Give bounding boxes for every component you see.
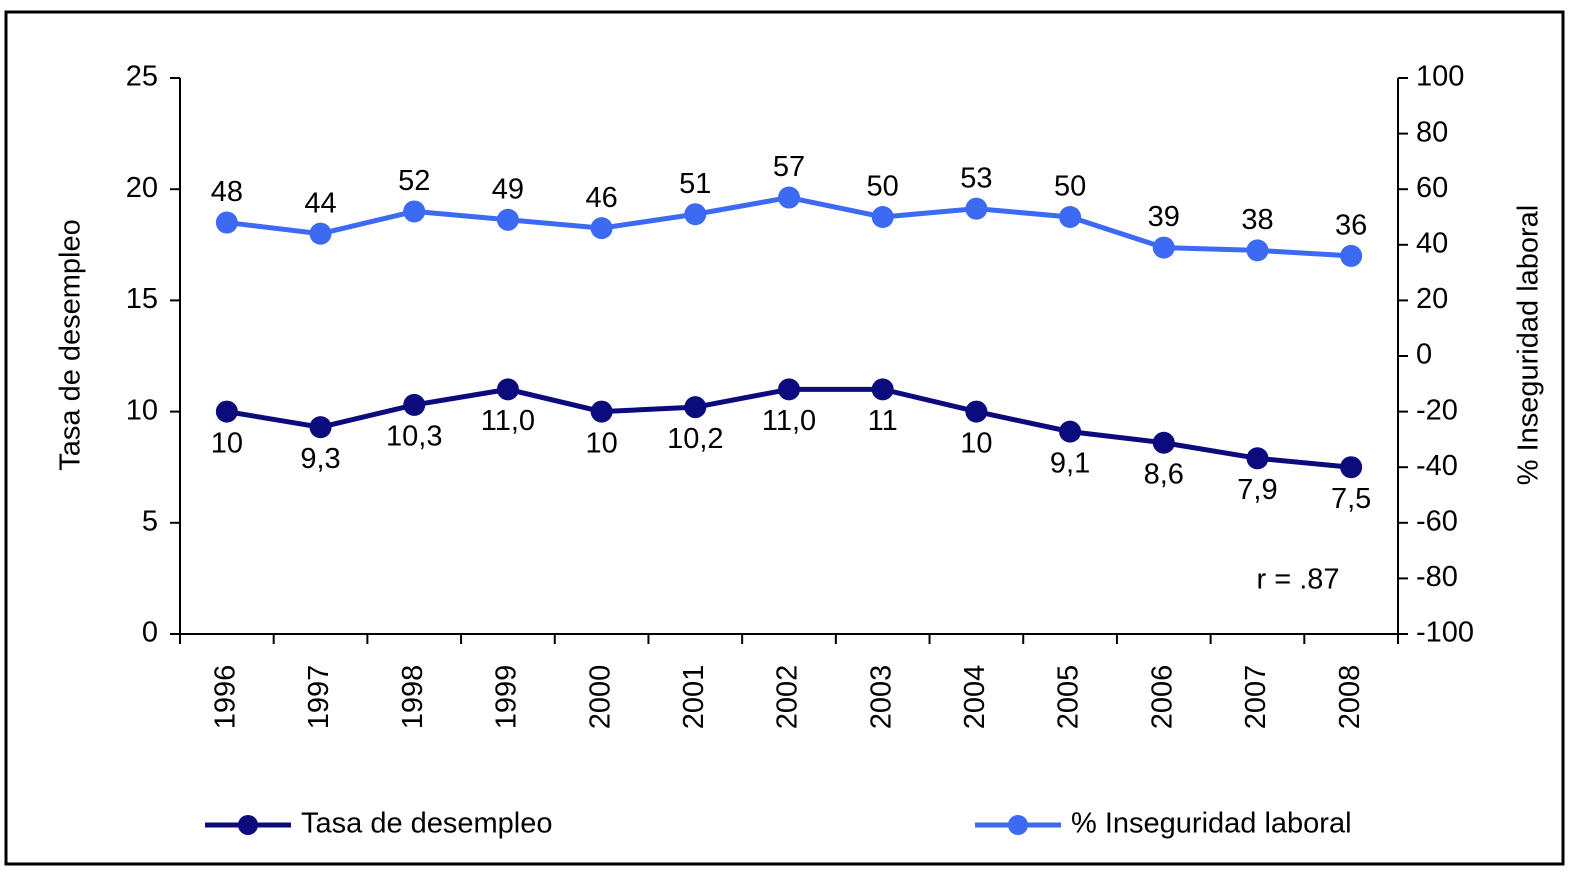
y-axis-title: Tasa de desempleo — [55, 219, 87, 471]
data-point — [871, 378, 894, 401]
data-label: 39 — [1148, 201, 1180, 233]
data-point — [965, 197, 988, 220]
data-point — [215, 400, 238, 423]
y2-tick-label: 0 — [1416, 339, 1432, 371]
data-label: 10 — [585, 427, 617, 459]
data-label: 11 — [868, 405, 898, 437]
data-point — [1340, 244, 1363, 267]
legend-marker — [1008, 815, 1028, 835]
data-label: 57 — [773, 151, 805, 183]
y2-tick-label: 20 — [1416, 283, 1448, 315]
data-label: 36 — [1335, 210, 1367, 242]
data-label: 9,3 — [300, 443, 340, 475]
data-label: 50 — [1054, 171, 1086, 203]
data-label: 10,3 — [386, 421, 442, 453]
data-label: 10 — [211, 427, 243, 459]
data-point — [1059, 206, 1082, 228]
data-label: 53 — [960, 162, 992, 194]
y2-tick-label: 60 — [1416, 172, 1448, 204]
data-label: 7,9 — [1237, 474, 1277, 506]
x-tick-label: 2003 — [865, 665, 897, 730]
data-label: 11,0 — [762, 405, 816, 437]
annotation: r = .87 — [1256, 564, 1339, 596]
legend-label: % Inseguridad laboral — [1071, 808, 1352, 840]
data-point — [590, 217, 613, 240]
y2-tick-label: 80 — [1416, 116, 1448, 148]
data-point — [590, 400, 613, 423]
chart-border — [4, 10, 1565, 866]
y-tick-label: 10 — [126, 394, 158, 426]
x-tick-label: 2001 — [678, 665, 710, 730]
x-tick-label: 2005 — [1053, 665, 1085, 730]
data-label: 48 — [211, 176, 243, 208]
data-label: 52 — [398, 165, 430, 197]
x-tick-label: 2007 — [1240, 665, 1272, 730]
y-tick-label: 0 — [142, 617, 158, 649]
data-label: 46 — [585, 182, 617, 214]
data-point — [871, 206, 894, 228]
y2-tick-label: -20 — [1416, 394, 1458, 426]
y2-tick-label: -80 — [1416, 561, 1458, 593]
y2-axis-title: % Inseguridad laboral — [1513, 205, 1545, 486]
legend-marker — [238, 815, 258, 835]
data-point — [778, 186, 800, 209]
x-tick-label: 1999 — [491, 665, 523, 730]
y2-tick-label: -40 — [1416, 450, 1458, 482]
data-label: 11,0 — [481, 405, 535, 437]
data-point — [1152, 236, 1175, 259]
data-point — [778, 378, 800, 401]
x-tick-label: 1997 — [303, 665, 335, 730]
y2-tick-label: -60 — [1416, 505, 1458, 537]
y-tick-label: 15 — [126, 283, 158, 315]
x-tick-label: 2004 — [959, 665, 991, 730]
data-point — [309, 416, 332, 439]
y2-tick-label: 40 — [1416, 227, 1448, 259]
y2-tick-label: -100 — [1416, 617, 1474, 649]
data-point — [684, 203, 707, 226]
data-label: 10,2 — [667, 423, 723, 455]
legend-label: Tasa de desempleo — [301, 808, 553, 840]
y-tick-label: 20 — [126, 172, 158, 204]
data-label: 8,6 — [1144, 458, 1184, 490]
data-label: 50 — [867, 171, 899, 203]
data-label: 44 — [304, 187, 336, 219]
data-point — [684, 396, 707, 419]
y-tick-label: 5 — [142, 505, 158, 537]
data-point — [403, 200, 426, 223]
data-label: 49 — [492, 173, 524, 205]
data-label: 7,5 — [1331, 483, 1371, 515]
x-tick-label: 2008 — [1334, 665, 1366, 730]
x-tick-label: 1998 — [397, 665, 429, 730]
data-point — [215, 211, 238, 234]
x-tick-label: 2006 — [1146, 665, 1178, 730]
x-tick-label: 2002 — [772, 665, 804, 730]
data-label: 9,1 — [1050, 447, 1090, 479]
data-point — [1246, 447, 1269, 470]
data-point — [965, 400, 988, 423]
data-point — [496, 208, 519, 231]
x-tick-label: 1996 — [210, 665, 242, 730]
y-tick-label: 25 — [126, 61, 158, 93]
data-label: 51 — [679, 168, 711, 200]
data-point — [496, 378, 519, 401]
data-point — [1152, 431, 1175, 454]
data-point — [403, 393, 426, 416]
data-label: 38 — [1241, 204, 1273, 236]
y2-tick-label: 100 — [1416, 61, 1464, 93]
data-point — [1340, 456, 1363, 479]
x-tick-label: 2000 — [584, 665, 616, 730]
data-point — [1246, 239, 1269, 262]
data-point — [309, 222, 332, 245]
data-point — [1059, 420, 1082, 443]
data-label: 10 — [960, 427, 992, 459]
